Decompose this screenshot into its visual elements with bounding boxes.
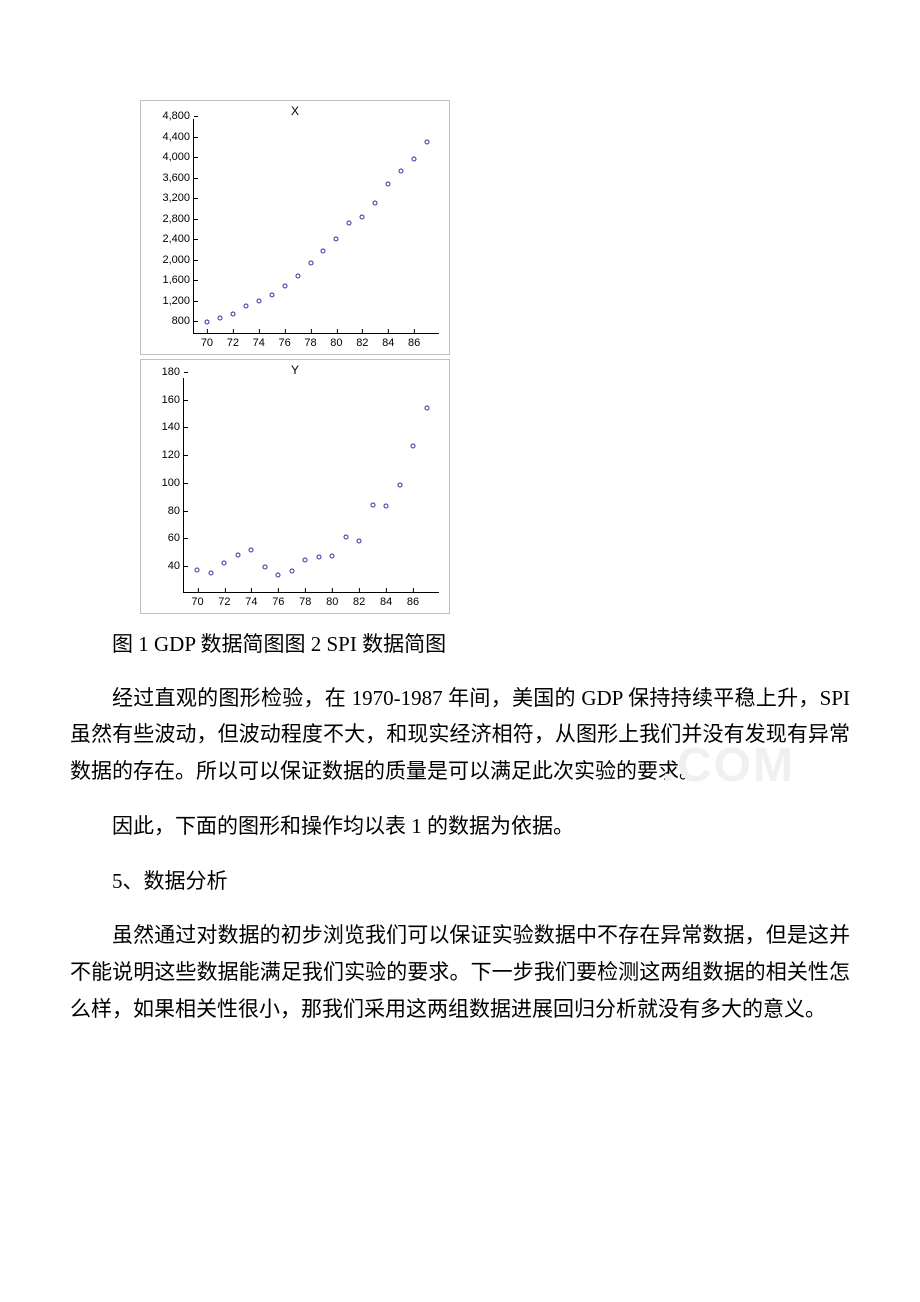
x-tick: 78 [299,592,311,608]
data-point [208,570,213,575]
data-point [222,560,227,565]
y-tick: 3,600 [162,172,194,184]
data-point [386,181,391,186]
y-tick: 80 [168,505,184,517]
y-tick: 140 [162,421,184,433]
data-point [308,261,313,266]
data-point [412,156,417,161]
data-point [330,553,335,558]
data-point [360,215,365,220]
data-point [316,555,321,560]
data-point [357,538,362,543]
data-point [397,483,402,488]
data-point [411,444,416,449]
x-tick: 80 [326,592,338,608]
x-tick: 82 [356,333,368,349]
data-point [334,237,339,242]
x-tick: 82 [353,592,365,608]
x-tick: 74 [245,592,257,608]
x-tick: 84 [382,333,394,349]
y-tick: 800 [172,315,194,327]
x-tick: 86 [407,592,419,608]
plot-area: 406080100120140160180707274767880828486 [183,378,439,593]
y-tick: 120 [162,449,184,461]
data-point [321,248,326,253]
x-tick: 84 [380,592,392,608]
y-tick: 2,000 [162,254,194,266]
data-point [276,573,281,578]
x-tick: 86 [408,333,420,349]
data-point [295,274,300,279]
x-tick: 78 [304,333,316,349]
y-tick: 180 [162,366,184,378]
x-tick: 76 [279,333,291,349]
y-tick: 4,800 [162,110,194,122]
x-tick: 80 [330,333,342,349]
data-point [195,567,200,572]
data-point [249,548,254,553]
y-tick: 2,400 [162,233,194,245]
data-point [235,552,240,557]
y-tick: 160 [162,394,184,406]
data-point [289,569,294,574]
y-tick: 1,200 [162,295,194,307]
data-point [262,565,267,570]
data-point [399,169,404,174]
x-tick: 74 [253,333,265,349]
data-point [303,558,308,563]
chart-title: Y [141,363,449,377]
y-tick: 40 [168,560,184,572]
x-tick: 72 [218,592,230,608]
y-tick: 4,400 [162,131,194,143]
data-point [217,316,222,321]
x-tick: 70 [201,333,213,349]
data-point [347,220,352,225]
y-tick: 2,800 [162,213,194,225]
plot-area: 8001,2001,6002,0002,4002,8003,2003,6004,… [193,119,439,334]
data-point [243,304,248,309]
x-tick: 76 [272,592,284,608]
x-tick: 72 [227,333,239,349]
body-paragraph: 虽然通过对数据的初步浏览我们可以保证实验数据中不存在异常数据，但是这并不能说明这… [70,917,850,1027]
data-point [343,534,348,539]
data-point [269,292,274,297]
figure-caption: 图 1 GDP 数据简图图 2 SPI 数据简图 [70,628,850,662]
data-point [204,320,209,325]
data-point [256,298,261,303]
y-tick: 4,000 [162,151,194,163]
x-tick: 70 [191,592,203,608]
y-tick: 3,200 [162,192,194,204]
data-point [230,311,235,316]
data-point [384,504,389,509]
gdp-chart: X8001,2001,6002,0002,4002,8003,2003,6004… [140,100,850,355]
y-tick: 100 [162,477,184,489]
section-heading: 5、数据分析 [70,863,850,900]
data-point [282,283,287,288]
body-paragraph: 经过直观的图形检验，在 1970-1987 年间，美国的 GDP 保持持续平稳上… [70,680,850,790]
spi-chart: Y406080100120140160180707274767880828486 [140,359,850,614]
data-point [425,140,430,145]
body-paragraph: 因此，下面的图形和操作均以表 1 的数据为依据。 [70,808,850,845]
data-point [370,502,375,507]
y-tick: 60 [168,532,184,544]
data-point [424,405,429,410]
y-tick: 1,600 [162,274,194,286]
data-point [373,200,378,205]
